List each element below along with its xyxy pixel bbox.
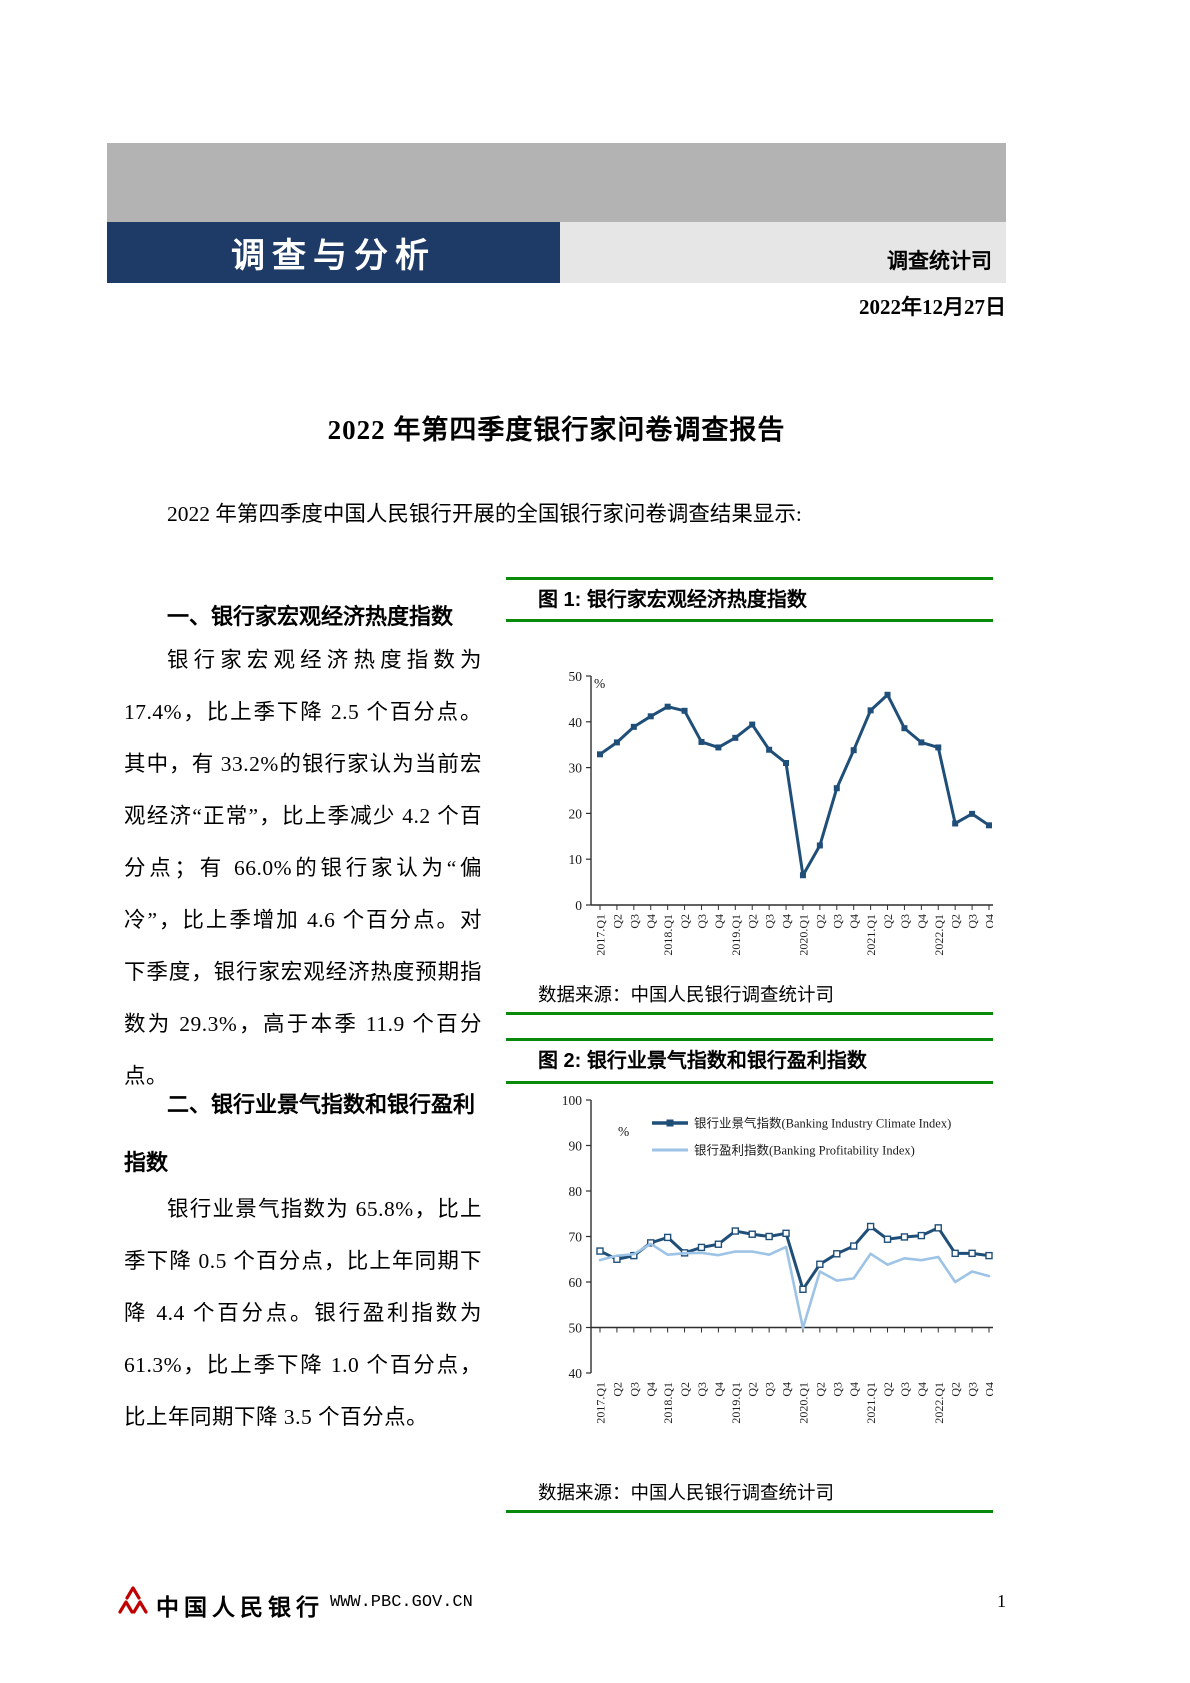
svg-text:Q4: Q4 (847, 914, 861, 929)
svg-text:30: 30 (569, 761, 583, 776)
figure1-source: 数据来源：中国人民银行调查统计司 (538, 986, 835, 1006)
svg-text:Q2: Q2 (610, 914, 624, 929)
figure1-caption: 图 1: 银行家宏观经济热度指数 (538, 589, 807, 611)
figure2-top-rule (506, 1038, 993, 1041)
figure2-caption: 图 2: 银行业景气指数和银行盈利指数 (538, 1050, 867, 1072)
svg-text:Q3: Q3 (763, 914, 777, 929)
section2-heading: 二、银行业景气指数和银行盈利指数 (124, 1092, 476, 1175)
svg-text:Q3: Q3 (966, 1382, 980, 1397)
svg-text:100: 100 (562, 1093, 583, 1108)
svg-text:Q2: Q2 (881, 1382, 895, 1397)
svg-text:Q4: Q4 (712, 914, 726, 929)
svg-text:10: 10 (569, 852, 583, 867)
svg-text:银行盈利指数(Banking Profitability I: 银行盈利指数(Banking Profitability Index) (694, 1143, 915, 1158)
svg-text:Q2: Q2 (678, 914, 692, 929)
figure2-source: 数据来源：中国人民银行调查统计司 (538, 1484, 835, 1504)
header-gray-banner (107, 143, 1006, 222)
svg-text:Q4: Q4 (712, 1382, 726, 1397)
svg-text:2022.Q1: 2022.Q1 (932, 1382, 946, 1424)
svg-text:Q3: Q3 (966, 914, 980, 929)
svg-text:2022.Q1: 2022.Q1 (932, 914, 946, 956)
svg-text:Q4: Q4 (644, 914, 658, 929)
svg-text:Q2: Q2 (746, 914, 760, 929)
svg-text:2017.Q1: 2017.Q1 (594, 914, 608, 956)
figure2-mid-rule (506, 1081, 993, 1084)
header-banner-title: 调查与分析 (231, 237, 436, 275)
svg-text:Q3: Q3 (898, 914, 912, 929)
svg-text:Q4: Q4 (644, 1382, 658, 1397)
svg-text:银行业景气指数(Banking Industry Clima: 银行业景气指数(Banking Industry Climate Index) (694, 1116, 951, 1131)
svg-text:Q2: Q2 (610, 1382, 624, 1397)
svg-text:Q4: Q4 (780, 914, 794, 929)
intro-paragraph: 2022 年第四季度中国人民银行开展的全国银行家问卷调查结果显示: (167, 502, 802, 526)
footer-bank-name: 中国人民银行 (156, 1595, 324, 1620)
svg-text:0: 0 (575, 898, 582, 913)
svg-text:40: 40 (569, 715, 583, 730)
section1-heading: 一、银行家宏观经济热度指数 (167, 604, 454, 629)
svg-text:Q3: Q3 (627, 914, 641, 929)
svg-text:2020.Q1: 2020.Q1 (796, 1382, 810, 1424)
svg-text:50: 50 (569, 669, 583, 684)
svg-text:Q2: Q2 (813, 1382, 827, 1397)
section2-body: 银行业景气指数为 65.8%，比上季下降 0.5 个百分点，比上年同期下降 4.… (124, 1197, 482, 1429)
figure2-bottom-rule (506, 1510, 993, 1513)
report-date: 2022年12月27日 (859, 295, 1006, 319)
svg-text:%: % (618, 1124, 629, 1139)
svg-text:Q2: Q2 (813, 914, 827, 929)
svg-text:Q3: Q3 (763, 1382, 777, 1397)
svg-text:50: 50 (569, 1321, 583, 1336)
svg-text:%: % (594, 676, 605, 691)
svg-text:Q3: Q3 (695, 914, 709, 929)
svg-text:2021.Q1: 2021.Q1 (864, 914, 878, 956)
figure1-top-rule (506, 577, 993, 580)
svg-text:2019.Q1: 2019.Q1 (729, 1382, 743, 1424)
svg-text:70: 70 (569, 1230, 583, 1245)
svg-text:Q2: Q2 (949, 914, 963, 929)
department-label: 调查统计司 (887, 250, 992, 273)
svg-text:Q2: Q2 (746, 1382, 760, 1397)
svg-text:Q2: Q2 (678, 1382, 692, 1397)
figure2-chart: 40 50 60 70 80 90 100 2017.Q1 Q2 Q3 Q4 2018.Q1 Q2 Q3 Q… (506, 1086, 997, 1471)
svg-text:Q2: Q2 (949, 1382, 963, 1397)
svg-text:2019.Q1: 2019.Q1 (729, 914, 743, 956)
svg-text:2018.Q1: 2018.Q1 (661, 914, 675, 956)
report-title: 2022 年第四季度银行家问卷调查报告 (327, 415, 786, 445)
svg-text:60: 60 (569, 1275, 583, 1290)
svg-text:90: 90 (569, 1139, 583, 1154)
section1-body: 银行家宏观经济热度指数为 17.4%，比上季下降 2.5 个百分点。其中，有 3… (124, 648, 482, 1088)
svg-text:Q4: Q4 (983, 914, 994, 929)
page-number: 1 (997, 1591, 1006, 1611)
svg-text:Q2: Q2 (881, 914, 895, 929)
figure1-bottom-rule (506, 1012, 993, 1015)
svg-text:40: 40 (569, 1366, 583, 1381)
svg-text:Q3: Q3 (627, 1382, 641, 1397)
svg-text:Q3: Q3 (830, 1382, 844, 1397)
footer-website: WWW.PBC.GOV.CN (330, 1593, 473, 1612)
figure1-mid-rule (506, 619, 993, 622)
header-title-box: 调查与分析 (107, 222, 560, 283)
figure1-chart: 0 10 20 30 40 50 2017.Q1 Q2 Q3 Q4 2018.Q1 Q2 Q3 Q4 201… (506, 622, 997, 974)
svg-text:Q4: Q4 (983, 1382, 994, 1397)
svg-text:80: 80 (569, 1184, 583, 1199)
svg-text:Q4: Q4 (915, 1382, 929, 1397)
svg-text:Q4: Q4 (780, 1382, 794, 1397)
svg-text:2020.Q1: 2020.Q1 (796, 914, 810, 956)
header-department-box: 调查统计司 (560, 222, 1006, 283)
svg-text:Q4: Q4 (915, 914, 929, 929)
svg-text:2017.Q1: 2017.Q1 (594, 1382, 608, 1424)
svg-text:2018.Q1: 2018.Q1 (661, 1382, 675, 1424)
svg-text:20: 20 (569, 806, 583, 821)
svg-text:Q3: Q3 (695, 1382, 709, 1397)
svg-text:Q3: Q3 (830, 914, 844, 929)
svg-text:Q3: Q3 (898, 1382, 912, 1397)
pbc-logo-icon (118, 1586, 148, 1614)
svg-text:Q4: Q4 (847, 1382, 861, 1397)
svg-text:2021.Q1: 2021.Q1 (864, 1382, 878, 1424)
